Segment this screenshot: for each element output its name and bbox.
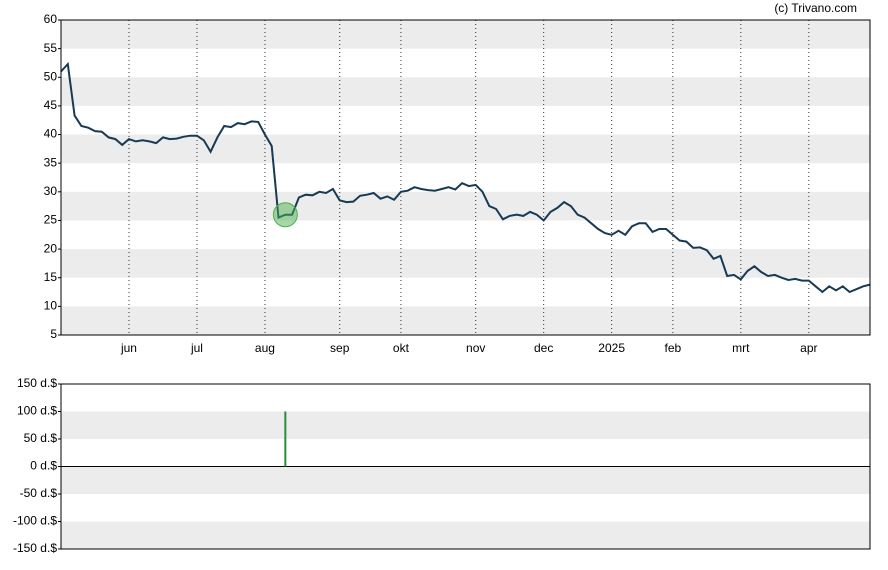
grid-band [61,191,870,221]
x-tick-label: nov [466,341,485,355]
plot-frame [60,383,871,550]
y-tick-label: -50 d.$ [20,486,58,500]
bar [284,411,287,467]
y-tick-label: 5 [50,327,57,341]
highlight-marker [272,202,298,228]
y-tick-label: 20 [44,241,58,255]
y-tick-label: -150 d.$ [13,541,57,555]
y-tick-label: 0 d.$ [30,459,57,473]
y-tick-label: 40 [44,127,58,141]
y-tick-label: 25 [44,213,58,227]
x-tick-label: aug [255,341,275,355]
x-tick-label: 2025 [598,341,625,355]
y-tick-label: 50 d.$ [24,431,58,445]
y-tick-label: 45 [44,98,58,112]
x-tick-label: mrt [732,341,750,355]
grid-band [61,20,870,49]
credit: (c) Trivano.com [774,1,857,15]
grid-band [61,306,870,335]
grid-band [61,521,870,549]
x-tick-label: sep [330,341,350,355]
y-tick-label: 50 [44,69,58,83]
grid-band [61,77,870,106]
grid-band [61,134,870,164]
x-tick-label: jul [190,341,203,355]
grid-band [61,466,870,494]
x-tick-label: apr [800,341,817,355]
x-tick-label: jun [120,341,137,355]
y-tick-label: 10 [44,299,58,313]
y-tick-label: -100 d.$ [13,514,57,528]
x-tick-label: dec [534,341,553,355]
grid-band [61,249,870,278]
x-tick-label: feb [665,341,682,355]
plot-background [61,20,870,335]
price-line [60,61,871,294]
y-tick-label: 35 [44,155,58,169]
y-tick-label: 150 d.$ [17,376,57,390]
y-tick-label: 55 [44,41,58,55]
y-tick-label: 15 [44,270,58,284]
plot-frame [60,19,871,336]
grid-band [61,411,870,439]
y-tick-label: 30 [44,184,58,198]
y-tick-label: 100 d.$ [17,404,57,418]
x-tick-label: okt [393,341,410,355]
y-tick-label: 60 [44,12,58,26]
